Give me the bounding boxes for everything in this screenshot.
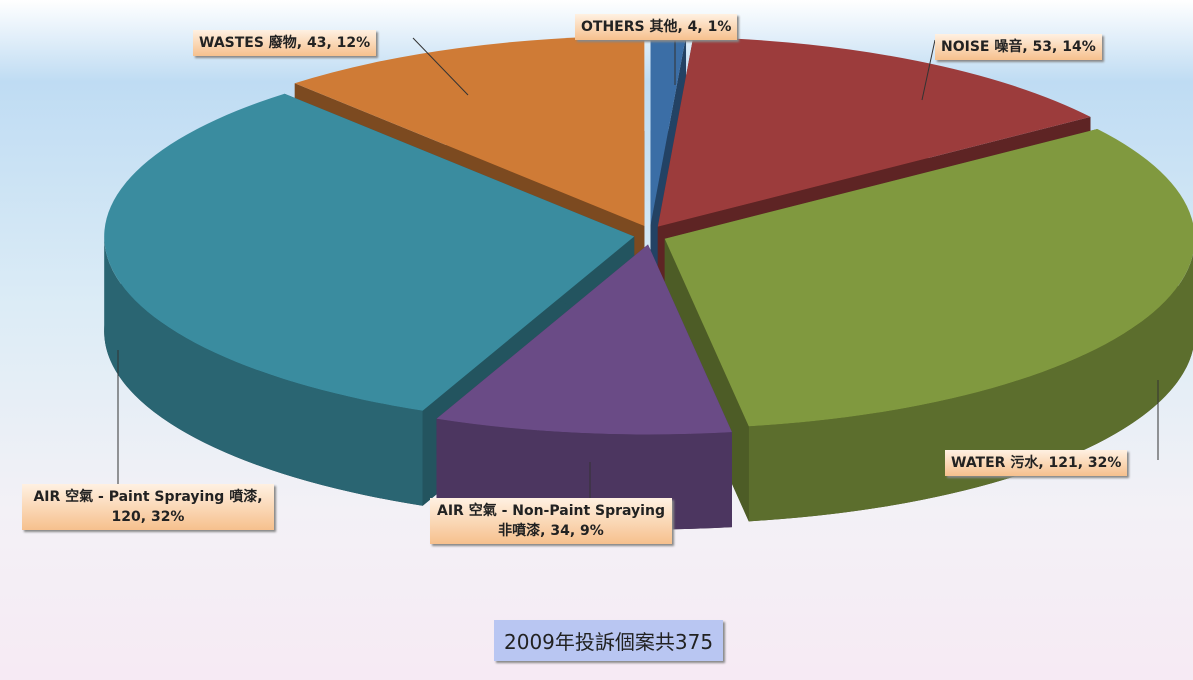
slice [294, 36, 645, 227]
data-label: AIR 空氣 - Non-Paint Spraying 非噴漆, 34, 9% [430, 498, 672, 544]
slice-wall [748, 253, 1193, 522]
data-label: WATER 污水, 121, 32% [945, 450, 1128, 476]
data-label: NOISE 噪音, 53, 14% [935, 34, 1102, 60]
slice [650, 35, 687, 226]
slice [664, 128, 1193, 427]
slice [436, 244, 733, 435]
slice [104, 93, 635, 411]
slice-wall [104, 236, 423, 506]
caption: 2009年投訴個案共375 [494, 620, 724, 661]
data-label: WASTES 廢物, 43, 12% [193, 30, 377, 56]
leader-line [412, 37, 469, 96]
leader-line [921, 39, 936, 101]
data-label: OTHERS 其他, 4, 1% [575, 14, 738, 40]
slice [657, 37, 1091, 227]
data-label: AIR 空氣 - Paint Spraying 噴漆, 120, 32% [22, 484, 274, 530]
